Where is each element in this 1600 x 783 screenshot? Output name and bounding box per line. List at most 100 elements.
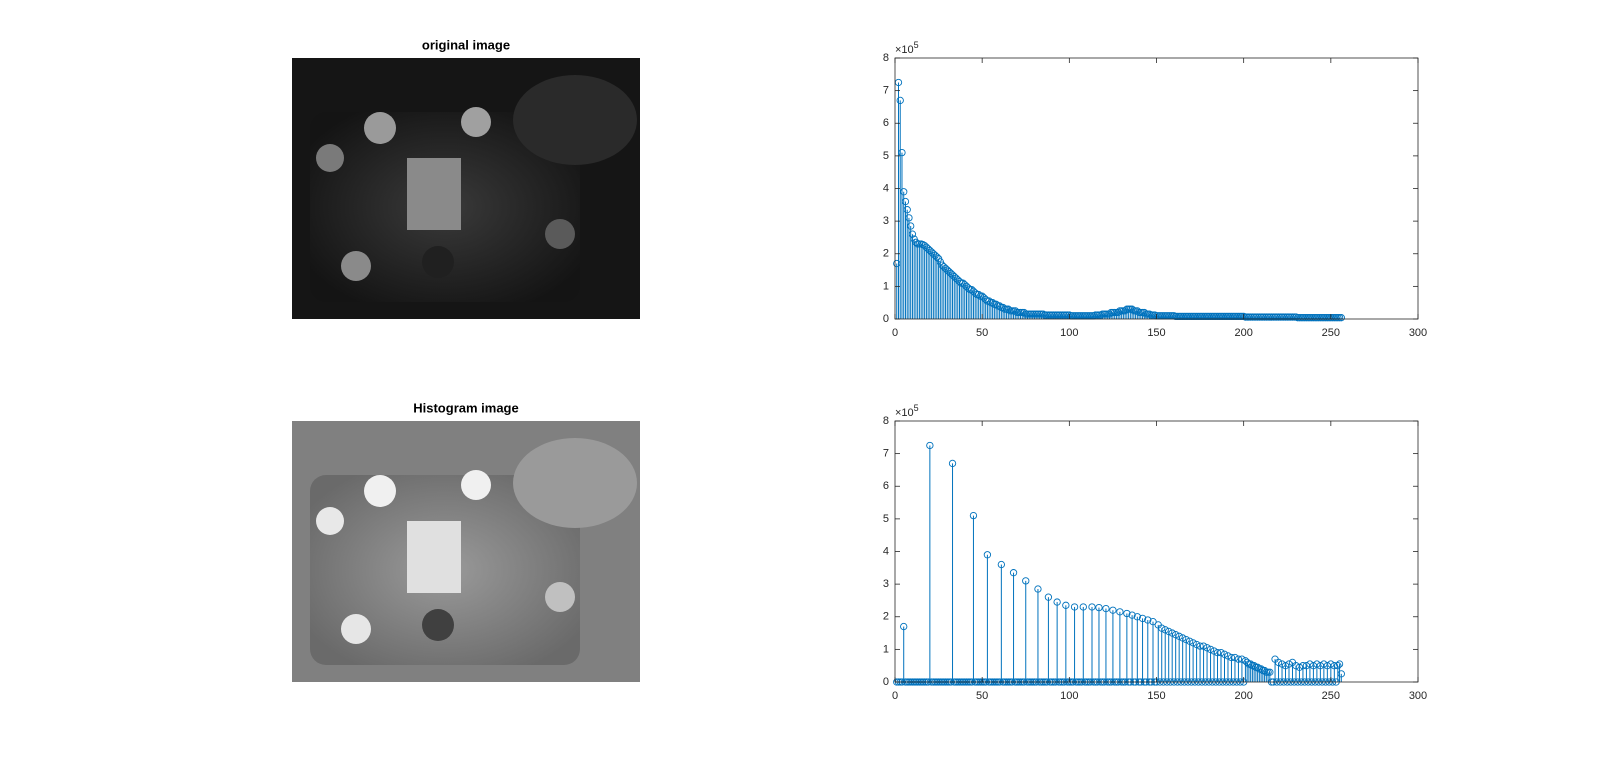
stem-marker [1011,307,1019,315]
y-tick-label: 0 [883,313,889,325]
stem-marker [1079,603,1087,611]
stem-marker [901,197,910,206]
stem-marker [982,295,990,304]
stem-marker [905,214,913,222]
stem-marker [1238,655,1246,663]
stem-marker [964,284,972,292]
stem-marker [1095,603,1103,612]
stem-marker [1253,663,1262,671]
x-tick-label: 100 [1060,327,1078,339]
y-tick-label: 2 [883,248,889,260]
stem-marker [971,289,979,297]
axes-background [895,58,1418,319]
stem-marker [1109,606,1117,614]
y-tick-label: 0 [883,676,889,688]
stem-marker [1165,627,1173,636]
stem-marker [1149,617,1157,626]
stem-marker [1145,310,1154,318]
x-tick-label: 50 [976,690,988,702]
stem-marker [933,253,941,261]
stem-marker [1133,307,1141,315]
stem-marker [985,297,993,305]
stem-marker [999,303,1007,312]
stem-marker [1334,662,1342,670]
stem-marker [992,300,1000,308]
y-tick-label: 5 [883,513,889,525]
stem-marker [1175,632,1183,640]
stem-marker [1062,601,1070,609]
stem-marker [948,459,957,468]
stem-marker [900,188,908,196]
y-tick-label: 3 [883,215,889,227]
stem-marker [1034,585,1042,593]
stem-marker [1053,598,1061,606]
y-tick-label: 7 [883,448,889,460]
y-tick-label: 8 [883,415,889,427]
y-multiplier-base: ×10 [895,44,914,56]
x-tick-label: 250 [1322,690,1340,702]
y-multiplier-base: ×10 [895,407,914,419]
stem-marker [975,290,983,299]
stem-marker [1337,314,1345,322]
stem-marker [1274,658,1283,667]
stem-marker [1266,668,1274,676]
x-tick-label: 50 [976,327,988,339]
stem-marker [1039,310,1047,318]
y-tick-label: 7 [883,85,889,97]
stem-marker [1250,662,1258,670]
stem-marker [1020,308,1028,317]
stem-marker [1320,660,1328,668]
stem-marker [988,299,997,307]
stem-marker [983,551,992,559]
y-tick-label: 3 [883,578,889,590]
stem-marker [1133,613,1141,621]
stem-marker [1231,653,1239,662]
x-tick-label: 200 [1234,690,1252,702]
stem-marker [1144,616,1152,624]
y-multiplier: ×105 [895,40,919,56]
stem-marker [912,238,920,246]
x-tick-label: 0 [892,690,898,702]
y-tick-label: 1 [883,280,889,292]
stem-marker [1306,660,1314,668]
x-tick-label: 200 [1234,327,1252,339]
stem-marker [1192,640,1201,649]
stem-marker [1088,603,1096,611]
x-tick-label: 150 [1147,327,1165,339]
stem-marker [1123,609,1131,618]
stem-marker [1246,660,1255,668]
stem-marker [1335,660,1344,668]
stem-marker [1022,577,1030,585]
stem-marker [1182,635,1190,644]
stem-marker [1172,631,1180,639]
y-tick-label: 6 [883,117,889,129]
stem-marker [1009,569,1018,577]
stem-marker [1313,660,1321,668]
y-tick-label: 8 [883,52,889,64]
stem-marker [1138,614,1147,623]
stem-marker [995,302,1004,310]
stem-marker [1327,660,1335,668]
stem-marker [955,277,964,286]
image-title: original image [422,37,510,52]
stem-marker [1161,626,1169,634]
stem-marker [1116,608,1124,616]
stem-marker [1220,650,1229,658]
image-title: Histogram image [413,400,518,415]
y-multiplier-exponent: 5 [914,40,919,50]
y-tick-label: 4 [883,545,889,557]
stem-marker [900,622,908,631]
stem-marker [1337,670,1345,678]
stem-marker [1278,660,1286,668]
stem-marker [1206,645,1215,654]
x-tick-label: 0 [892,327,898,339]
stem-marker [1203,644,1211,652]
y-tick-label: 1 [883,643,889,655]
stem-marker [926,441,934,450]
y-multiplier: ×105 [895,403,919,419]
x-tick-label: 150 [1147,690,1165,702]
stem-marker [1185,637,1194,645]
histogram-image [292,421,640,682]
stem-marker [1292,662,1300,670]
